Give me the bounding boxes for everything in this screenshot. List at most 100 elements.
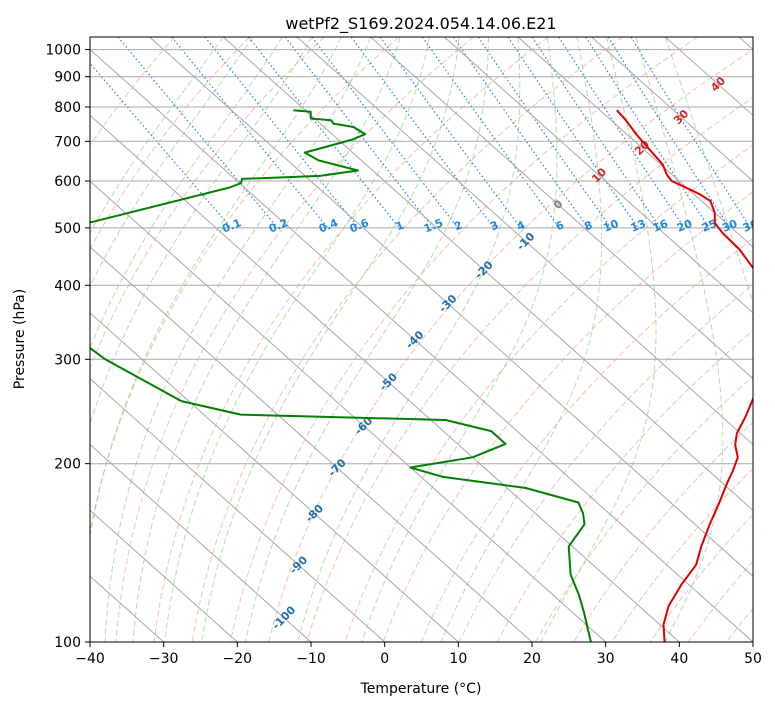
- moist-adiabat: [90, 37, 224, 235]
- dry-adiabat: [687, 560, 753, 642]
- dry-adiabat: [649, 513, 753, 642]
- isotherm-label: -20: [472, 258, 495, 281]
- isotherm-label: -90: [287, 553, 310, 576]
- y-tick-label: 300: [54, 352, 81, 368]
- mixing-ratio-label: 20: [675, 217, 694, 235]
- mixing-ratio-label: 16: [651, 217, 670, 235]
- dry-adiabat: [153, 37, 549, 642]
- mixing-ratio-line: [284, 37, 434, 229]
- isotherm-line: [90, 378, 386, 642]
- isotherm-line: [222, 37, 753, 512]
- mixing-ratio-label: 10: [601, 217, 620, 235]
- mixing-ratio-label: 1: [394, 218, 406, 233]
- mixing-ratio-line: [607, 37, 731, 229]
- dry-adiabat: [344, 144, 753, 642]
- profiles: [90, 109, 753, 642]
- y-tick-label: 800: [54, 100, 81, 116]
- mixing-ratio-line: [453, 37, 589, 229]
- x-tick-label: 50: [744, 651, 762, 667]
- mixing-ratio-line: [311, 37, 459, 229]
- y-tick-label: 1000: [45, 43, 81, 59]
- mixing-ratio-label: 0.6: [348, 216, 371, 235]
- dry-adiabat: [535, 375, 753, 642]
- x-tick-label: −30: [149, 651, 179, 667]
- mixing-ratio-line: [507, 37, 639, 229]
- dry-adiabat: [573, 421, 753, 642]
- moist-adiabat: [90, 37, 254, 288]
- y-axis-title: Pressure (hPa): [12, 289, 28, 389]
- dry-adiabat: [458, 283, 753, 642]
- dry-adiabat: [306, 96, 753, 642]
- moist-adiabat: [245, 37, 489, 642]
- x-tick-label: 40: [670, 651, 688, 667]
- moist-adiabat: [90, 37, 313, 426]
- x-axis: −40 −30 −20 −10 0 10 20 30 40 50: [75, 642, 762, 667]
- isotherm-line: [90, 48, 753, 642]
- isotherm-line: [296, 37, 753, 446]
- x-tick-label: −10: [296, 651, 326, 667]
- isotherm-line: [517, 37, 753, 248]
- moist-adiabat: [297, 37, 521, 642]
- mixing-ratio-line: [171, 37, 329, 229]
- plot-frame: [89, 36, 754, 643]
- y-tick-label: 200: [54, 457, 81, 473]
- dry-adiabat: [765, 37, 775, 642]
- chart-title: wetPf2_S169.2024.054.14.06.E21: [285, 14, 556, 34]
- isotherm-line: [90, 443, 312, 642]
- isotherm-label: -80: [303, 502, 326, 525]
- mixing-ratio-label: 30: [720, 217, 739, 235]
- isotherm-line: [90, 312, 459, 642]
- moist-adiabat: [201, 37, 460, 642]
- dry-adiabat: [90, 37, 176, 147]
- moist-adiabat: [90, 37, 342, 540]
- mixing-ratio-line: [558, 37, 685, 229]
- moist-adiabat: [90, 37, 283, 350]
- mixing-ratio-line: [585, 37, 710, 229]
- y-tick-label: 100: [54, 635, 81, 651]
- x-tick-label: −20: [223, 651, 253, 667]
- y-tick-label: 700: [54, 134, 81, 150]
- isotherm-line: [738, 37, 753, 51]
- y-tick-label: 600: [54, 174, 81, 190]
- temperature-profile: [616, 109, 753, 642]
- y-tick-label: 400: [54, 278, 81, 294]
- mixing-ratio-line: [379, 37, 522, 229]
- mixing-ratio-line: [117, 37, 279, 229]
- isotherm-line: [370, 37, 753, 380]
- dry-adiabat: [726, 607, 753, 642]
- dry-adiabat: [90, 37, 250, 251]
- dewpoint-profile: [90, 109, 592, 642]
- x-tick-label: 10: [449, 651, 467, 667]
- mixing-ratio-label: 0.2: [267, 216, 290, 235]
- dry-adiabat: [420, 237, 753, 642]
- mixing-ratio-line: [477, 37, 612, 229]
- moist-adiabat: [440, 37, 603, 642]
- isotherm-line: [149, 37, 753, 577]
- mixing-ratio-label: 6: [554, 218, 566, 233]
- mixing-ratio-line: [421, 37, 561, 229]
- background-lines: [90, 37, 775, 642]
- moist-adiabat: [664, 37, 753, 305]
- y-axis: 100 200 300 400 500 600 700 800 900 1000: [45, 43, 90, 651]
- x-tick-label: 30: [597, 651, 615, 667]
- x-tick-label: −40: [75, 651, 105, 667]
- dry-adiabat: [90, 37, 400, 536]
- isotherm-label: -30: [436, 292, 459, 315]
- mixing-ratio-label: 3: [488, 218, 500, 233]
- isotherm-line: [90, 509, 238, 642]
- mixing-ratio-label: 4: [515, 218, 527, 233]
- y-tick-label: 900: [54, 70, 81, 86]
- mixing-ratio-line: [248, 37, 400, 229]
- dry-adiabat: [115, 37, 474, 642]
- isotherm-line: [90, 246, 533, 642]
- moist-adiabat: [104, 37, 372, 642]
- mixing-ratio-label: 13: [629, 217, 648, 235]
- isotherm-label: -10: [514, 230, 537, 253]
- dry-adiabat: [268, 48, 753, 642]
- isotherm-line: [591, 37, 753, 182]
- mixing-ratio-line: [350, 37, 495, 229]
- x-tick-label: 20: [523, 651, 541, 667]
- mixing-ratio-label: 8: [582, 218, 594, 233]
- mixing-ratio-label: 36: [741, 217, 760, 235]
